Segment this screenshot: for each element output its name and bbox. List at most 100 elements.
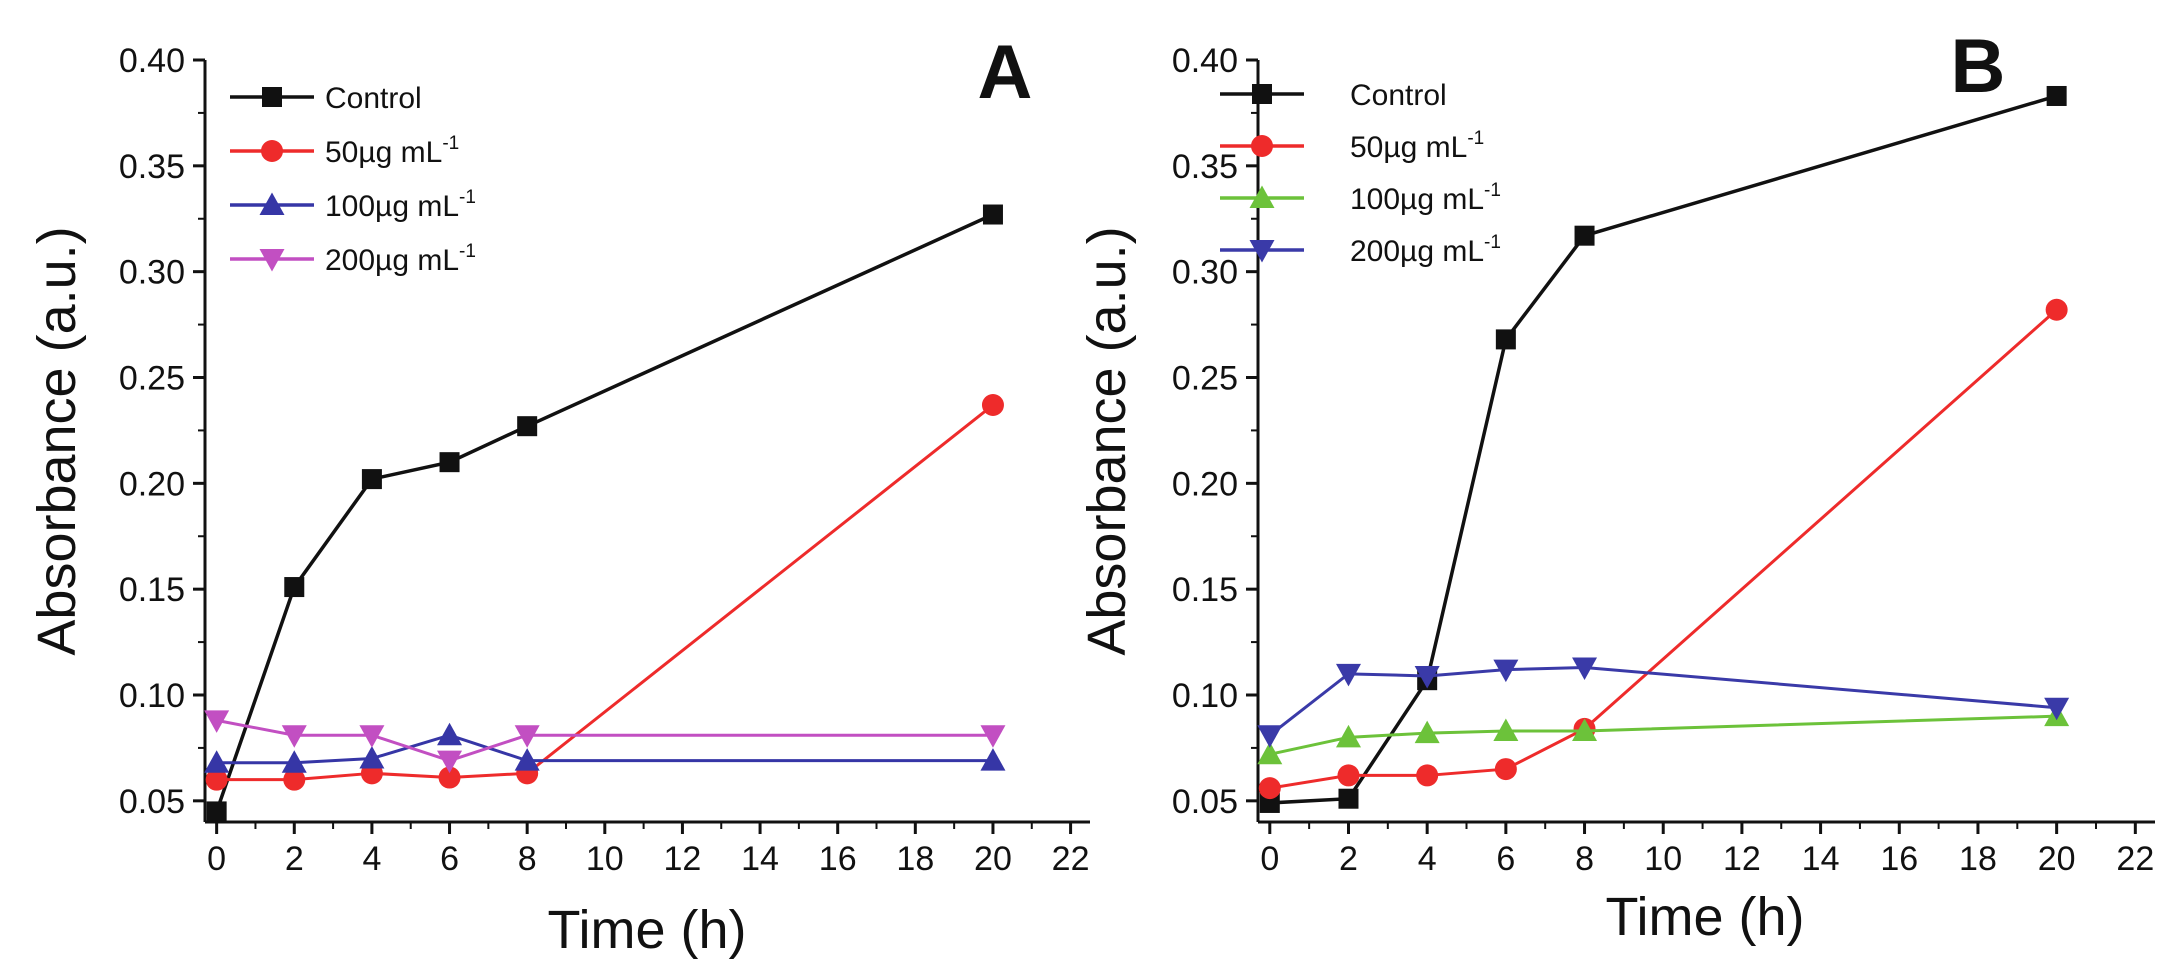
y-tick-label: 0.05 <box>1172 783 1238 821</box>
series-line <box>216 733 993 765</box>
data-point <box>1259 792 1280 813</box>
series-line <box>216 718 993 763</box>
legend-label: 50µg mL-1 <box>1350 128 1484 164</box>
data-point <box>204 750 230 773</box>
legend-label: 200µg mL-1 <box>325 241 476 277</box>
legend-item: Control <box>230 82 422 115</box>
series-50-g-ml <box>1258 298 2068 800</box>
legend-label-name: 200µg mL <box>325 244 459 277</box>
x-tick-label: 14 <box>741 840 779 878</box>
legend-label-superscript: -1 <box>1467 128 1484 149</box>
panel-label: B <box>1951 24 2006 109</box>
legend-label-name: 50µg mL <box>1350 131 1467 164</box>
data-point <box>514 725 540 748</box>
y-tick-label: 0.15 <box>1172 571 1238 609</box>
legend-marker <box>1251 135 1273 157</box>
data-point <box>1335 663 1361 687</box>
x-tick-label: 14 <box>1802 840 1840 878</box>
series-line <box>1269 308 2058 790</box>
x-tick-label: 22 <box>2116 840 2154 878</box>
x-tick-label: 6 <box>440 840 459 878</box>
y-tick-label: 0.10 <box>119 677 185 715</box>
data-point <box>281 725 307 748</box>
data-point <box>1494 758 1517 781</box>
data-point <box>437 722 463 746</box>
legend-marker <box>259 192 285 215</box>
x-tick-label: 10 <box>1644 840 1682 878</box>
series-50-g-ml <box>205 394 1004 791</box>
data-point <box>1414 665 1440 689</box>
data-point <box>1257 741 1283 765</box>
series-line <box>214 212 994 812</box>
x-tick-label: 0 <box>1260 840 1279 878</box>
x-tick-label: 18 <box>1959 840 1997 878</box>
data-point <box>205 768 228 791</box>
legend-marker <box>1249 240 1275 263</box>
x-tick-label: 0 <box>207 840 226 878</box>
legend-item: 100µg mL-1 <box>1220 180 1501 216</box>
x-tick-label: 16 <box>1880 840 1918 878</box>
data-point <box>2044 697 2070 721</box>
series-200-g-ml <box>204 710 1006 774</box>
y-tick-label: 0.20 <box>119 465 185 503</box>
legend-label: 200µg mL-1 <box>1350 232 1501 268</box>
panel-b-chart: 0 2 4 6 8 10 12 14 16 18 20 22 0.05 0.10 0.15 0.20 0.25 0… <box>1077 24 2155 947</box>
x-tick-label: 20 <box>2038 840 2076 878</box>
legend-marker <box>1249 185 1275 208</box>
data-point <box>1493 718 1519 741</box>
legend-item: Control <box>1220 79 1447 112</box>
data-point <box>517 416 538 437</box>
data-point <box>1414 720 1440 744</box>
legend-label-superscript: -1 <box>459 187 476 208</box>
legend-label-superscript: -1 <box>1484 232 1501 253</box>
y-tick-label: 0.30 <box>119 254 185 292</box>
y-tick-label: 0.15 <box>119 571 185 609</box>
data-point <box>1572 718 1598 741</box>
legend-label-name: 50µg mL <box>325 136 442 169</box>
x-tick-label: 12 <box>664 840 702 878</box>
data-point <box>361 469 382 490</box>
legend-label-name: Control <box>1350 79 1447 112</box>
data-point <box>981 394 1004 417</box>
data-point <box>1338 788 1359 809</box>
legend-item: 50µg mL-1 <box>1220 128 1484 164</box>
x-tick-label: 2 <box>1339 840 1358 878</box>
legend-label-name: 100µg mL <box>1350 183 1484 216</box>
legend-label-superscript: -1 <box>459 241 476 262</box>
panel-a-chart: 0 2 4 6 8 10 12 14 16 18 20 22 0.05 0.10 0.15 0.20 0.25 0… <box>27 30 1090 960</box>
y-tick-label: 0.10 <box>1172 677 1238 715</box>
data-point <box>206 801 227 822</box>
legend-label-name: 200µg mL <box>1350 235 1484 268</box>
legend-label-superscript: -1 <box>442 133 459 154</box>
legend-marker <box>259 249 285 272</box>
legend-marker <box>261 140 283 162</box>
data-point <box>359 746 385 769</box>
data-point <box>1258 777 1281 800</box>
data-point <box>514 748 540 771</box>
data-point <box>1257 725 1283 748</box>
y-tick-label: 0.40 <box>1172 42 1238 80</box>
series-line <box>1269 714 2057 756</box>
data-point <box>281 750 307 773</box>
x-tick-label: 8 <box>518 840 537 878</box>
data-point <box>1495 329 1516 350</box>
x-tick-label: 12 <box>1723 840 1761 878</box>
series-control <box>206 204 1003 822</box>
data-point <box>1572 657 1598 680</box>
y-tick-label: 0.20 <box>1172 465 1238 503</box>
y-axis-title: Absorbance (a.u.) <box>27 226 87 655</box>
x-tick-label: 2 <box>285 840 304 878</box>
y-tick-label: 0.35 <box>119 148 185 186</box>
data-point <box>283 768 306 791</box>
data-point <box>1337 764 1360 787</box>
y-tick-label: 0.05 <box>119 783 185 821</box>
x-axis-title: Time (h) <box>548 900 747 960</box>
x-tick-label: 8 <box>1575 840 1594 878</box>
legend-item: 200µg mL-1 <box>1220 232 1501 268</box>
legend-label: 50µg mL-1 <box>325 133 459 169</box>
legend-item: 100µg mL-1 <box>230 187 476 223</box>
data-point <box>204 710 230 733</box>
